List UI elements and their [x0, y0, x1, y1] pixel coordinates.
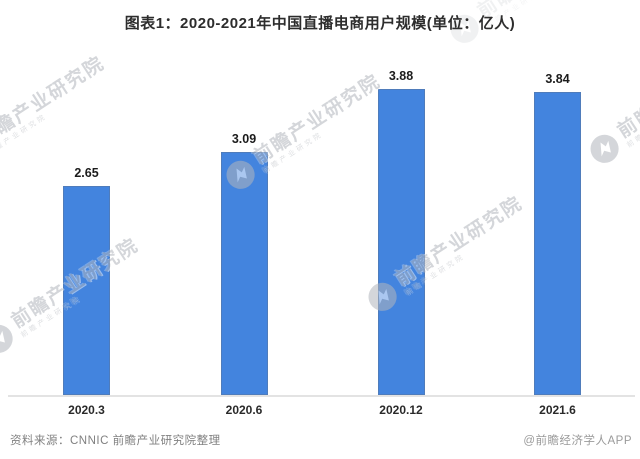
bar [534, 92, 581, 395]
x-axis-label: 2020.12 [379, 403, 423, 417]
app-credit: @前瞻经济学人APP [523, 435, 632, 447]
bar [220, 152, 268, 395]
bar-value-label: 2.65 [74, 166, 99, 180]
x-axis-label: 2020.6 [225, 403, 263, 417]
source-note: 资料来源：CNNIC 前瞻产业研究院整理 [10, 435, 221, 447]
x-axis-label: 2020.3 [68, 403, 105, 417]
bar-value-label: 3.88 [388, 69, 414, 83]
bar [63, 186, 110, 395]
bar-value-label: 3.84 [545, 72, 570, 86]
x-axis-label: 2021.6 [539, 403, 576, 417]
bar [377, 89, 425, 395]
chart-title: 图表1：2020-2021年中国直播电商用户规模(单位：亿人) [124, 15, 516, 32]
x-axis-line [8, 395, 635, 397]
bar-value-label: 3.09 [231, 132, 257, 146]
